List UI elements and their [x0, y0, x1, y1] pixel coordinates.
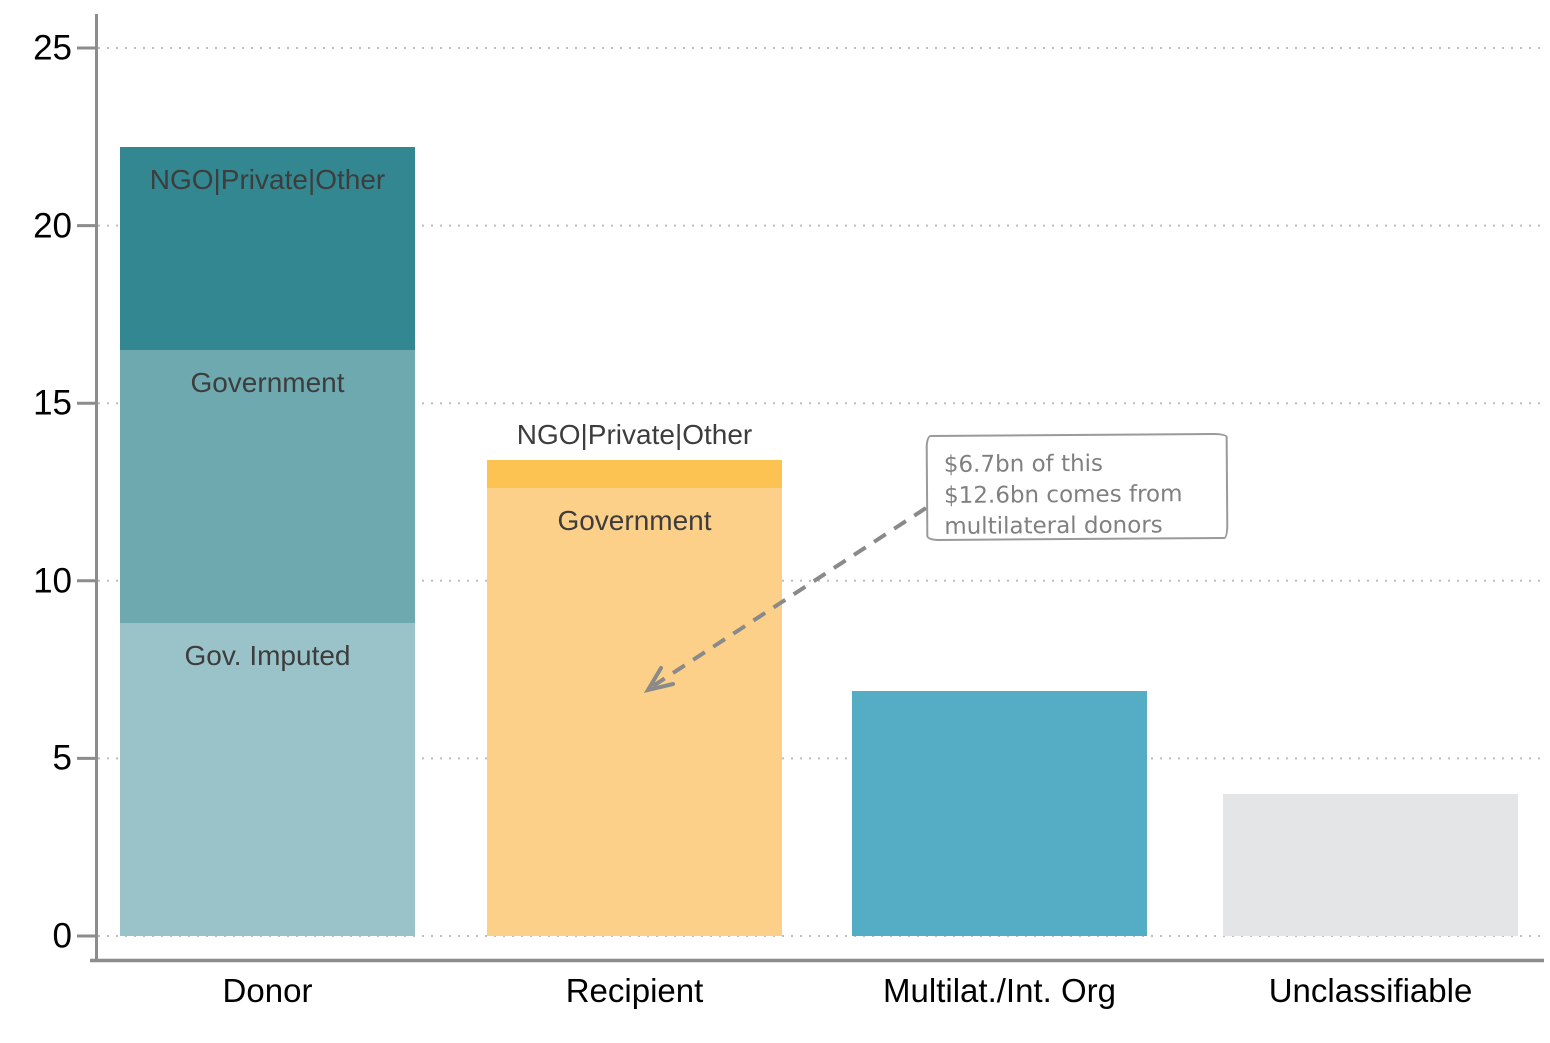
bar-segment-donor-government	[120, 349, 415, 624]
bar-segment-multilat-int-org-total	[852, 690, 1147, 936]
xcategory-label-2: Recipient	[565, 972, 704, 1009]
ytick-label-20: 20	[33, 206, 72, 246]
bar-segment-donor-gov-imputed	[120, 623, 415, 936]
ytick-label-10: 10	[33, 561, 72, 601]
segment-label-donor-ngo-private-other: NGO|Private|Other	[149, 164, 386, 196]
xcategory-label-1: Donor	[222, 972, 313, 1009]
ytick-label-0: 0	[52, 916, 72, 956]
annotation-arrow-head	[643, 666, 675, 694]
annotation-line: $12.6bn comes from	[943, 481, 1183, 509]
annotation-box: $6.7bn of this $12.6bn comes from multil…	[925, 432, 1229, 542]
bar-segment-recipient-government	[487, 488, 782, 936]
annotation-arrow-shaft	[648, 506, 928, 690]
ytick-label-15: 15	[33, 383, 72, 423]
annotation-line: multilateral donors	[944, 512, 1163, 540]
bar-segment-donor-ngo-private-other	[120, 147, 415, 350]
xcategory-label-3: Multilat./Int. Org	[883, 972, 1116, 1009]
annotation-line: $6.7bn of this	[943, 450, 1104, 478]
segment-label-donor-government: Government	[190, 366, 345, 398]
xcategory-label-4: Unclassifiable	[1268, 972, 1473, 1009]
bar-segment-unclassifiable-total	[1223, 793, 1518, 936]
ytick-label-5: 5	[52, 738, 72, 778]
bar-segment-recipient-ngo-private-other	[487, 460, 782, 489]
segment-label-recipient-ngo-private-other: NGO|Private|Other	[516, 419, 753, 451]
segment-label-donor-gov-imputed: Gov. Imputed	[184, 640, 351, 672]
ytick-label-25: 25	[33, 28, 72, 68]
segment-label-recipient-government: Government	[557, 505, 712, 537]
